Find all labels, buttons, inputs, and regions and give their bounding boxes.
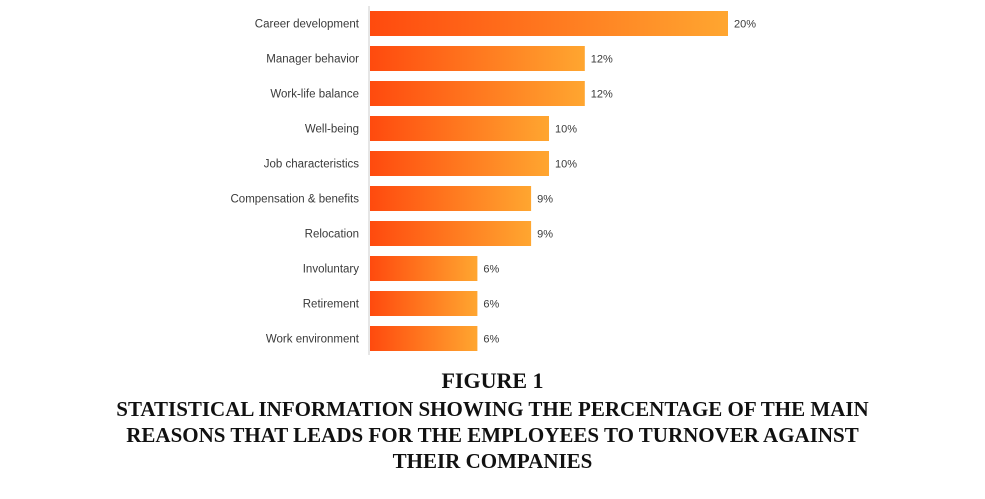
value-label: 10% xyxy=(555,124,577,136)
value-label: 10% xyxy=(555,159,577,171)
bar xyxy=(370,291,478,316)
category-label: Manager behavior xyxy=(266,54,359,66)
bar xyxy=(370,81,585,106)
category-label: Relocation xyxy=(305,229,359,241)
bar xyxy=(370,151,549,176)
category-label: Work environment xyxy=(266,334,360,346)
category-label: Work-life balance xyxy=(270,89,359,101)
figure-label: FIGURE 1 xyxy=(441,368,544,393)
bar xyxy=(370,11,728,36)
value-label: 6% xyxy=(483,299,499,311)
category-label: Involuntary xyxy=(303,264,360,276)
category-label: Well-being xyxy=(305,124,359,136)
value-label: 12% xyxy=(591,54,613,66)
bar-chart: Career development 20% Manager behavior 12%… xyxy=(231,6,756,355)
bar xyxy=(370,46,585,71)
value-label: 6% xyxy=(483,264,499,276)
category-label: Retirement xyxy=(303,299,360,311)
bar xyxy=(370,186,532,211)
caption-line-3: THEIR COMPANIES xyxy=(392,449,593,473)
caption-line-2: REASONS THAT LEADS FOR THE EMPLOYEES TO … xyxy=(126,423,859,447)
category-label: Compensation & benefits xyxy=(231,194,360,206)
value-label: 9% xyxy=(537,229,553,241)
value-label: 6% xyxy=(483,334,499,346)
bar xyxy=(370,221,532,246)
value-label: 20% xyxy=(734,19,756,31)
value-label: 9% xyxy=(537,194,553,206)
bar xyxy=(370,326,478,351)
category-label: Career development xyxy=(255,19,360,31)
bar xyxy=(370,256,478,281)
bar xyxy=(370,116,549,141)
figure-caption: FIGURE 1 STATISTICAL INFORMATION SHOWING… xyxy=(0,368,985,474)
value-label: 12% xyxy=(591,89,613,101)
category-label: Job characteristics xyxy=(264,159,359,171)
caption-line-1: STATISTICAL INFORMATION SHOWING THE PERC… xyxy=(116,397,869,421)
